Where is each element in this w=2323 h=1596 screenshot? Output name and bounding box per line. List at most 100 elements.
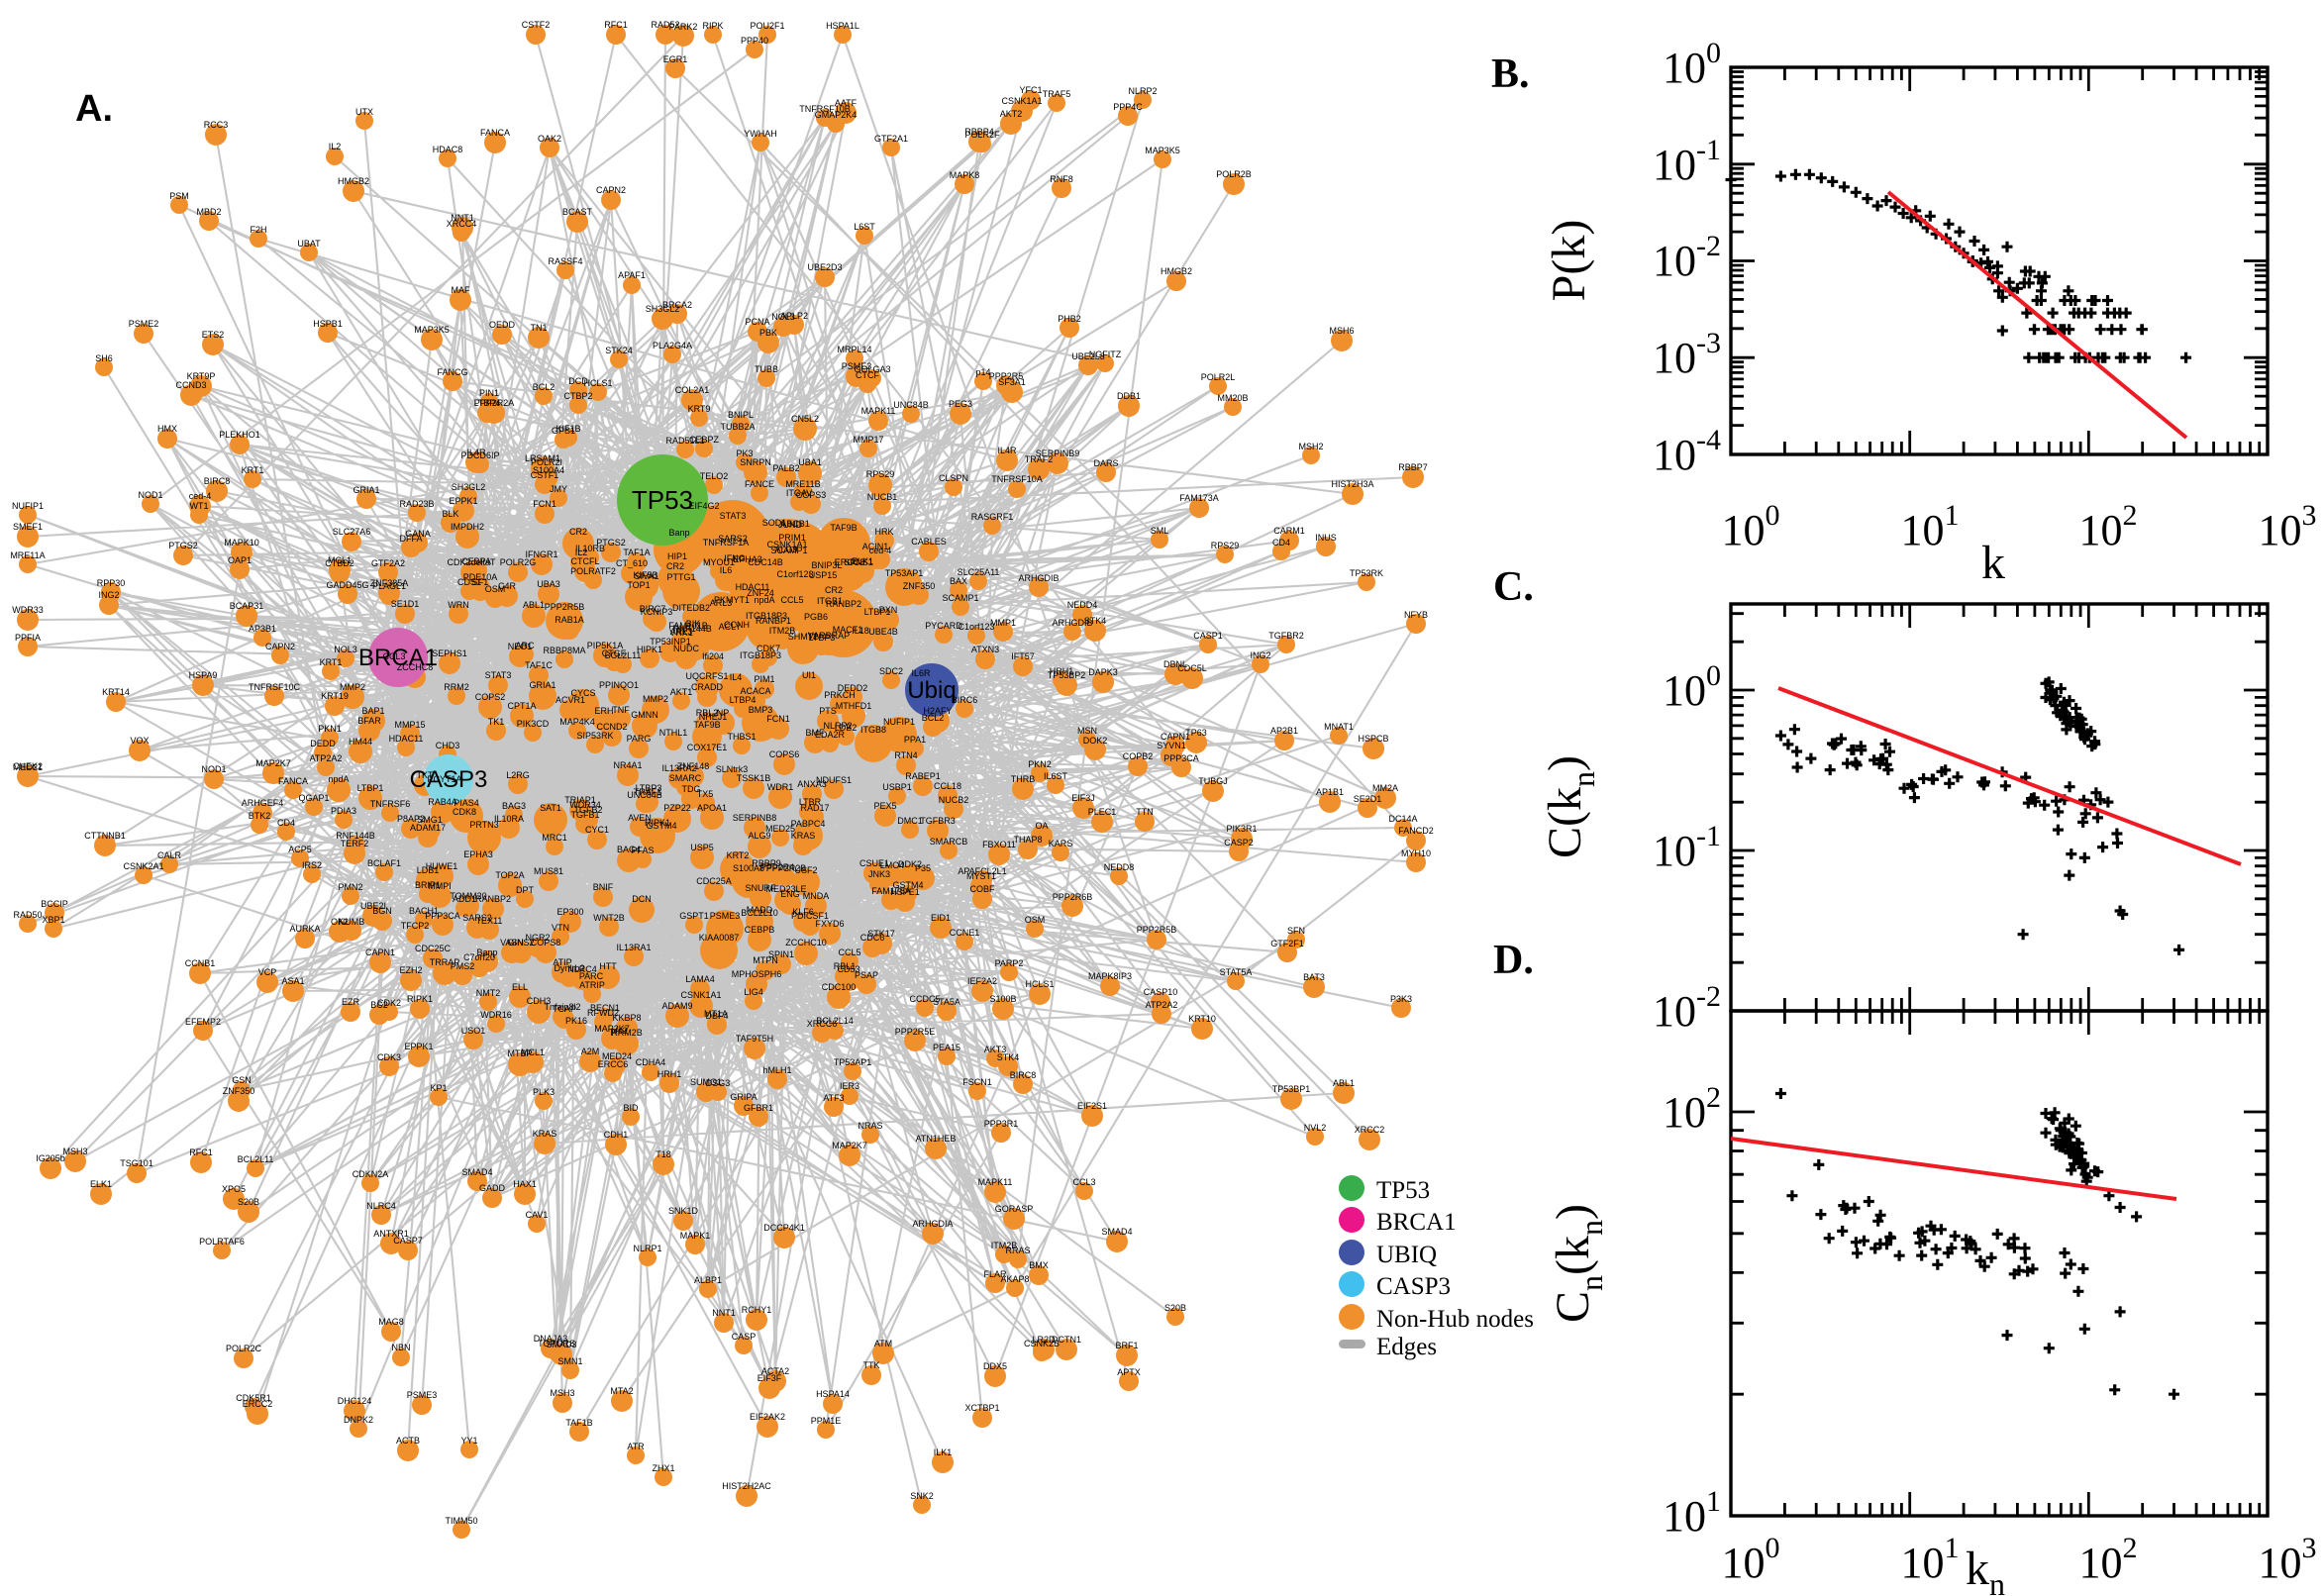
svg-text:RRM2: RRM2 xyxy=(444,682,469,692)
svg-text:ADAM9: ADAM9 xyxy=(661,1001,692,1011)
svg-text:DEDD2: DEDD2 xyxy=(838,683,868,693)
svg-text:PDIA3: PDIA3 xyxy=(331,806,356,816)
svg-text:TGFBR3: TGFBR3 xyxy=(920,816,956,826)
svg-text:JUND: JUND xyxy=(778,520,802,530)
svg-text:CDK2deltaT: CDK2deltaT xyxy=(447,557,496,567)
svg-text:POLRATF2: POLRATF2 xyxy=(570,566,616,576)
svg-text:ced-4: ced-4 xyxy=(869,546,892,555)
svg-text:RAD52: RAD52 xyxy=(651,20,679,30)
svg-text:CN5L2: CN5L2 xyxy=(791,414,819,424)
svg-text:PARP2: PARP2 xyxy=(995,958,1024,968)
svg-text:ITGB8: ITGB8 xyxy=(860,725,886,735)
svg-text:TTN: TTN xyxy=(1136,807,1154,817)
svg-text:NOD1: NOD1 xyxy=(138,490,162,500)
svg-text:SERPINB8: SERPINB8 xyxy=(733,813,777,823)
svg-text:IER3: IER3 xyxy=(840,1081,859,1091)
svg-text:MMP2: MMP2 xyxy=(643,694,668,704)
svg-text:SMARCB: SMARCB xyxy=(930,837,968,847)
svg-text:BIRC6: BIRC6 xyxy=(952,695,978,705)
svg-text:MM2A: MM2A xyxy=(1372,783,1398,793)
svg-text:APOA1: APOA1 xyxy=(697,803,727,813)
svg-text:RAD51L1: RAD51L1 xyxy=(665,436,704,446)
svg-text:JMY: JMY xyxy=(550,484,567,494)
svg-text:A2M: A2M xyxy=(581,1047,600,1056)
svg-text:CASP1: CASP1 xyxy=(1193,631,1223,641)
svg-text:DEDD: DEDD xyxy=(310,739,336,748)
svg-text:ACTA2: ACTA2 xyxy=(761,1366,789,1376)
svg-text:HSPE1: HSPE1 xyxy=(890,887,920,897)
svg-text:UNC84B: UNC84B xyxy=(627,790,662,800)
svg-text:101: 101 xyxy=(1663,1485,1721,1541)
svg-text:TRIAP1: TRIAP1 xyxy=(564,795,596,805)
svg-text:GINS2: GINS2 xyxy=(507,938,534,948)
svg-text:PIP5K1A: PIP5K1A xyxy=(587,641,624,650)
svg-text:npdA: npdA xyxy=(754,595,774,605)
svg-text:PPP2R4: PPP2R4 xyxy=(760,862,795,872)
svg-text:MAP4K4: MAP4K4 xyxy=(559,717,595,727)
svg-text:BIRC8: BIRC8 xyxy=(204,476,231,486)
svg-text:CAV1: CAV1 xyxy=(526,1210,549,1220)
svg-text:IL4: IL4 xyxy=(730,672,743,682)
svg-text:CD4: CD4 xyxy=(1272,538,1290,548)
svg-text:PGB6: PGB6 xyxy=(804,612,828,622)
svg-text:IL4R: IL4R xyxy=(997,446,1017,455)
svg-text:MAP3K5: MAP3K5 xyxy=(414,325,450,335)
svg-text:TP53: TP53 xyxy=(1376,1177,1430,1204)
svg-text:ERCC6: ERCC6 xyxy=(598,1059,629,1069)
svg-text:MCL1: MCL1 xyxy=(521,1047,545,1057)
svg-text:TRAF2: TRAF2 xyxy=(1025,454,1054,464)
svg-text:KIAA0087: KIAA0087 xyxy=(699,933,740,943)
svg-text:USP5: USP5 xyxy=(690,843,714,852)
svg-text:CEBPA: CEBPA xyxy=(461,556,491,566)
svg-text:MRPL14: MRPL14 xyxy=(837,345,871,354)
svg-text:CAPN2: CAPN2 xyxy=(265,642,295,651)
svg-text:GRIPA: GRIPA xyxy=(730,1092,757,1102)
svg-text:BAP1: BAP1 xyxy=(361,706,384,716)
svg-text:ANXA3: ANXA3 xyxy=(797,779,827,789)
svg-text:BAX: BAX xyxy=(950,576,967,586)
svg-text:KRT1: KRT1 xyxy=(320,657,343,667)
svg-text:BCL2: BCL2 xyxy=(922,713,945,723)
svg-text:ABCB1: ABCB1 xyxy=(780,519,810,529)
svg-text:LR2D: LR2D xyxy=(1032,1335,1056,1345)
svg-text:CCND3: CCND3 xyxy=(175,380,206,390)
svg-text:PPP2R5B: PPP2R5B xyxy=(545,602,585,612)
svg-text:BCL2L11: BCL2L11 xyxy=(238,1154,274,1164)
svg-text:FANCD2: FANCD2 xyxy=(1398,826,1434,836)
svg-text:CCL3: CCL3 xyxy=(382,651,405,661)
svg-text:D.: D. xyxy=(1493,938,1534,983)
svg-text:100: 100 xyxy=(1663,659,1721,715)
svg-text:PEX5: PEX5 xyxy=(873,801,896,811)
svg-text:LDB1: LDB1 xyxy=(417,865,440,875)
svg-text:YY1: YY1 xyxy=(460,1436,477,1446)
svg-text:PPP2R5E: PPP2R5E xyxy=(895,1027,936,1037)
svg-text:KLF6: KLF6 xyxy=(792,907,814,917)
svg-text:LRSAM1: LRSAM1 xyxy=(525,453,560,463)
svg-text:RAB1A: RAB1A xyxy=(555,615,584,625)
svg-text:MAPK11: MAPK11 xyxy=(861,406,896,416)
svg-text:DSG3: DSG3 xyxy=(706,1078,731,1088)
svg-text:AP2B1: AP2B1 xyxy=(1270,726,1298,736)
svg-text:ZCCHC10: ZCCHC10 xyxy=(785,938,827,948)
svg-text:HCLS1: HCLS1 xyxy=(1025,979,1054,989)
svg-text:HSPA9: HSPA9 xyxy=(189,670,218,680)
svg-text:HSPB1: HSPB1 xyxy=(313,319,343,329)
svg-text:NOL3: NOL3 xyxy=(771,312,795,322)
svg-text:CASP7: CASP7 xyxy=(393,1236,423,1246)
svg-text:CAPN2: CAPN2 xyxy=(596,185,626,195)
svg-text:RTN4: RTN4 xyxy=(894,750,917,760)
svg-text:MACF1: MACF1 xyxy=(833,625,863,635)
svg-text:DFFA: DFFA xyxy=(399,534,422,544)
svg-text:RRM2B: RRM2B xyxy=(611,1028,643,1038)
svg-text:ACIN1: ACIN1 xyxy=(862,542,889,551)
svg-text:BCL2L14: BCL2L14 xyxy=(816,1016,854,1026)
svg-text:ABL1: ABL1 xyxy=(523,600,545,610)
svg-text:VASN: VASN xyxy=(500,938,524,948)
svg-text:RNF8: RNF8 xyxy=(1050,174,1073,184)
svg-text:102: 102 xyxy=(2079,499,2138,554)
svg-text:HM44: HM44 xyxy=(349,737,372,747)
svg-text:TOMM20: TOMM20 xyxy=(450,891,486,901)
svg-text:RAD17: RAD17 xyxy=(800,803,829,813)
svg-text:CDHA4: CDHA4 xyxy=(636,1057,666,1067)
svg-text:NLRP2: NLRP2 xyxy=(1128,86,1157,96)
